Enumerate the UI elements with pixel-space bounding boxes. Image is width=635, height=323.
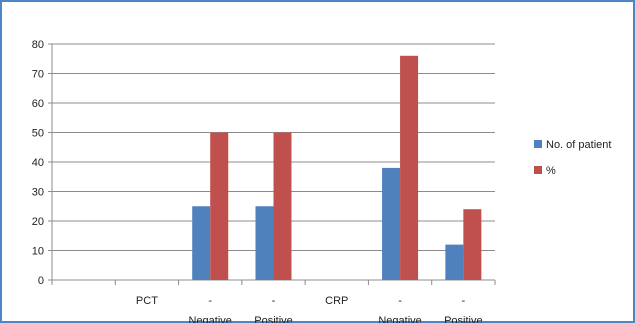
y-tick-label: 30 xyxy=(32,187,44,199)
category-label: Positive xyxy=(444,315,483,323)
y-tick-label: 40 xyxy=(32,157,44,169)
y-tick-label: 10 xyxy=(32,246,44,258)
bar-percent xyxy=(273,132,292,280)
bar-percent xyxy=(210,132,229,280)
bar-percent xyxy=(400,55,419,280)
bar-patients xyxy=(192,206,211,280)
bar-patients xyxy=(445,244,464,280)
y-tick-label: 20 xyxy=(32,216,44,228)
category-label: - xyxy=(208,295,212,307)
category-label: - xyxy=(462,295,466,307)
legend-label: % xyxy=(546,165,556,177)
category-label: Negative xyxy=(189,315,232,323)
y-tick-label: 0 xyxy=(38,275,44,287)
legend-label: No. of patient xyxy=(546,139,611,151)
bar-patients xyxy=(255,206,274,280)
category-label: - xyxy=(398,295,402,307)
category-label: CRP xyxy=(325,295,348,307)
category-label: PCT xyxy=(136,295,158,307)
category-label: - xyxy=(272,295,276,307)
bar-patients xyxy=(382,167,401,280)
bar-percent xyxy=(463,209,482,280)
y-tick-label: 50 xyxy=(32,128,44,140)
category-label: Negative xyxy=(378,315,421,323)
y-tick-label: 60 xyxy=(32,98,44,110)
legend-swatch xyxy=(534,140,542,148)
y-tick-label: 80 xyxy=(32,39,44,51)
category-label: Positive xyxy=(254,315,293,323)
legend-swatch xyxy=(534,166,542,174)
y-tick-label: 70 xyxy=(32,69,44,81)
